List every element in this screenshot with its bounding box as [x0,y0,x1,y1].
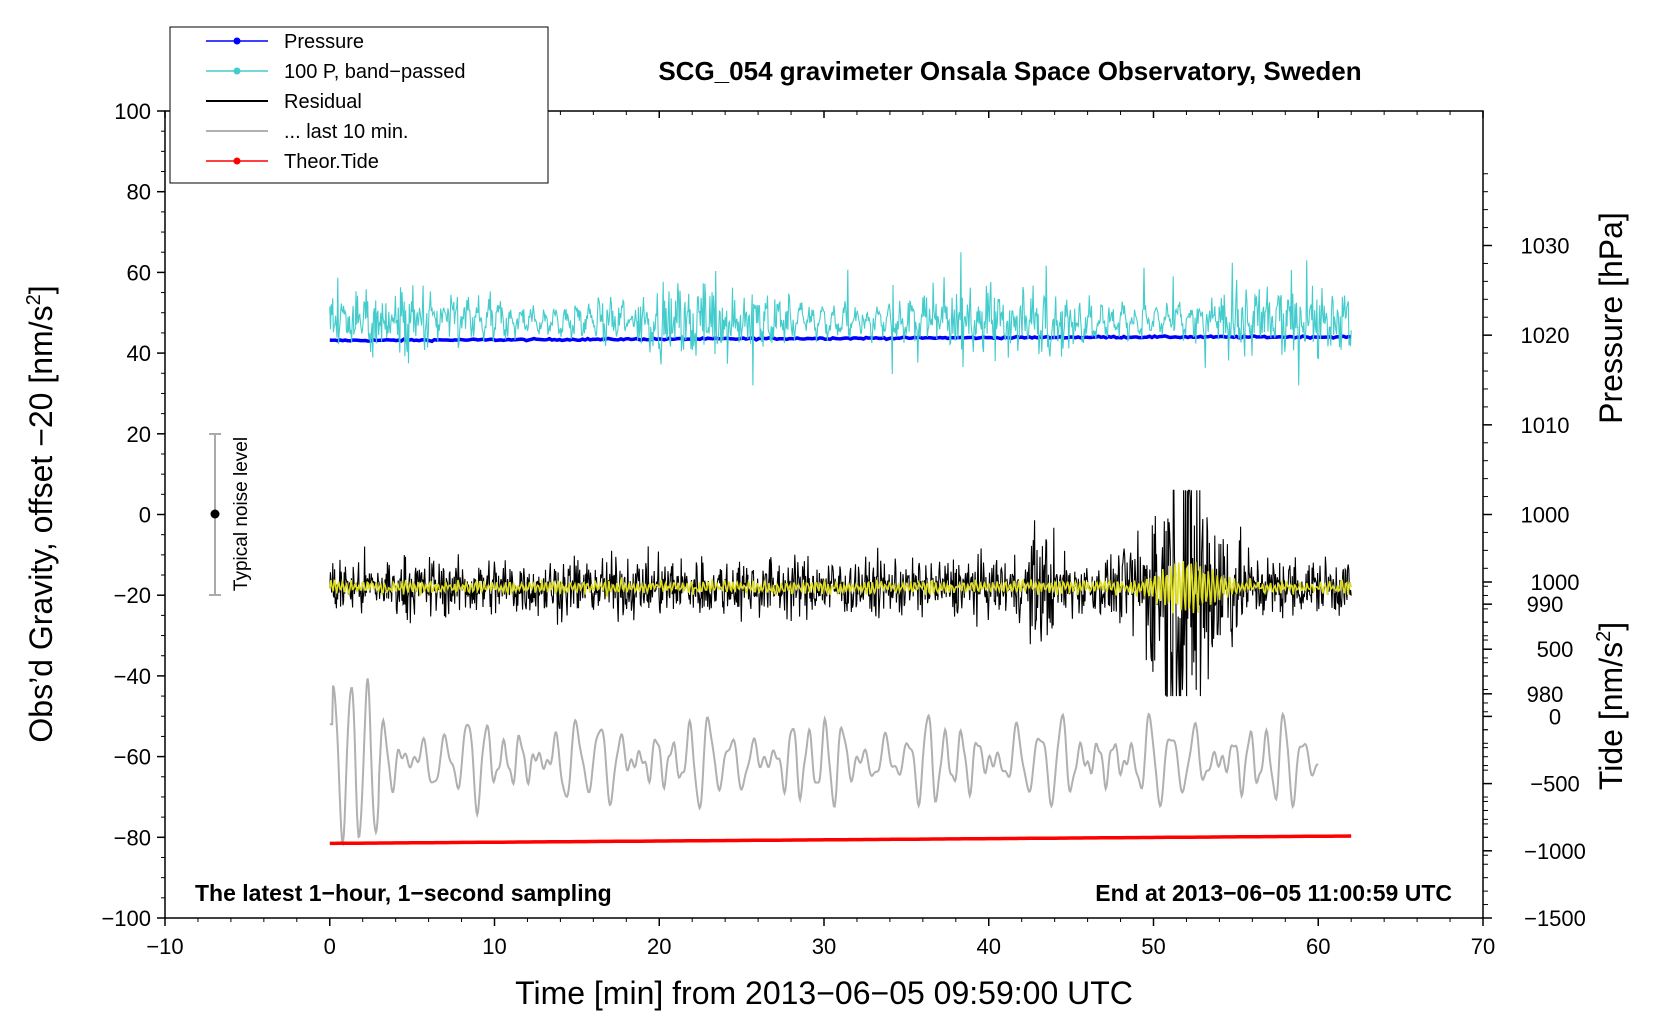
pressure-tick-label: 990 [1527,592,1564,617]
series-pressure [329,334,1352,344]
legend-marker-tide [233,157,241,165]
y-axis-title-left-sup: 2 [23,294,45,305]
pressure-tick-label: 1020 [1521,323,1570,348]
legend-label-tide: Theor.Tide [284,151,379,173]
legend-label-residual: Residual [284,91,362,113]
tide-tick-label: 500 [1537,637,1574,662]
y-tick-label: 0 [139,503,151,528]
x-tick-label: 10 [482,934,506,959]
end-time-note: End at 2013−06−05 11:00:59 UTC [1095,880,1452,906]
y-tick-label: −100 [101,906,151,931]
x-tick-label: 70 [1471,934,1495,959]
y-axis-pressure: 980 990 1000 1010 1020 1030 [1483,173,1570,856]
y-axis-tide: −1500 −1000 −500 0 500 1000 [1483,570,1586,931]
legend-marker-pressure [233,37,241,45]
y-tick-label: 80 [127,180,151,205]
y-axis-title-pressure: Pressure [hPa] [1593,212,1629,424]
series-theoretical-tide [329,834,1352,846]
series-bandpassed [329,252,1352,386]
series-last-10-min [329,678,1319,847]
y-axis-title-tide: Tide [nm/s2] [1593,622,1629,790]
legend: Pressure 100 P, band−passed Residual ...… [169,26,549,184]
y-axis-title-left-end: ] [23,285,59,294]
y-tick-label: −80 [114,825,151,850]
series-residual-smoothed [329,561,1352,614]
y-axis-title-left: Obs’d Gravity, offset −20 [nm/s2] [23,285,59,742]
x-tick-label: 50 [1141,934,1165,959]
legend-marker-bandpassed [233,67,241,75]
tide-tick-label: −1000 [1524,839,1586,864]
legend-label-last10: ... last 10 min. [284,121,409,143]
y-axis-title-tide-sup: 2 [1593,631,1615,642]
y-tick-label: 20 [127,422,151,447]
y-axis-title-tide-end: ] [1593,622,1629,631]
legend-entry-pressure: Pressure [206,31,364,53]
chart-title: SCG_054 gravimeter Onsala Space Observat… [658,56,1361,86]
y-tick-label: −60 [114,745,151,770]
y-tick-label: −40 [114,664,151,689]
x-tick-label: 0 [324,934,336,959]
noise-level-indicator: Typical noise level [209,433,252,596]
y-axis-left: −100 −80 −60 −40 −20 0 20 40 60 80 100 [101,99,165,931]
y-tick-label: 60 [127,260,151,285]
tide-tick-label: −500 [1530,772,1580,797]
x-tick-label: 30 [812,934,836,959]
y-tick-label: −20 [114,583,151,608]
pressure-tick-label: 1030 [1521,234,1570,259]
x-axis: −10 0 10 20 30 40 50 60 70 [146,111,1495,959]
noise-bar-center-dot [210,509,220,519]
legend-entry-residual: Residual [206,91,362,113]
y-axis-title-tide-main: Tide [nm/s [1593,642,1629,790]
legend-entry-tide: Theor.Tide [206,151,379,173]
y-tick-label: 100 [114,99,151,124]
x-tick-label: −10 [146,934,183,959]
tide-tick-label: −1500 [1524,906,1586,931]
tide-tick-label: 1000 [1531,570,1580,595]
pressure-tick-label: 1010 [1521,413,1570,438]
legend-entry-last10: ... last 10 min. [206,121,409,143]
legend-entry-bandpassed: 100 P, band−passed [206,61,465,83]
pressure-tick-label: 980 [1527,682,1564,707]
legend-label-pressure: Pressure [284,31,364,53]
x-tick-label: 20 [647,934,671,959]
data-traces [329,252,1352,847]
legend-box [169,26,549,184]
x-axis-title: Time [min] from 2013−06−05 09:59:00 UTC [515,975,1133,1011]
legend-label-bandpassed: 100 P, band−passed [284,61,465,83]
noise-bar-label: Typical noise level [231,437,252,591]
pressure-tick-label: 1000 [1521,503,1570,528]
tide-tick-label: 0 [1549,704,1561,729]
y-tick-label: 40 [127,341,151,366]
sampling-note: The latest 1−hour, 1−second sampling [195,880,612,906]
x-tick-label: 40 [977,934,1001,959]
x-tick-label: 60 [1306,934,1330,959]
y-axis-title-left-main: Obs’d Gravity, offset −20 [nm/s [23,305,59,742]
